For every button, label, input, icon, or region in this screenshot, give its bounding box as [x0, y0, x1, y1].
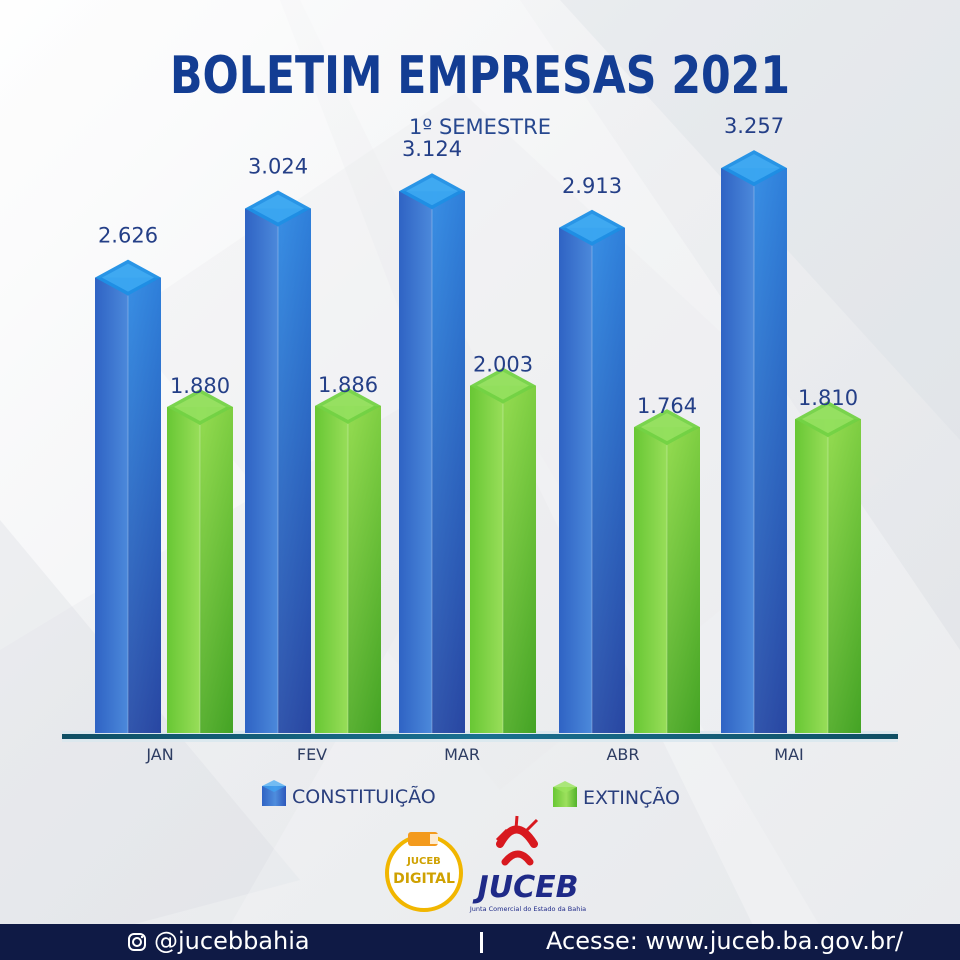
x-axis-baseline: [62, 731, 898, 742]
page-title: BOLETIM EMPRESAS 2021: [170, 46, 790, 106]
x-axis-label: MAR: [444, 745, 480, 764]
extincao-bar: [795, 401, 861, 733]
constituicao-data-label: 2.626: [98, 224, 158, 248]
extincao-data-label: 1.880: [170, 374, 230, 398]
extincao-bar: [315, 387, 381, 733]
extincao-bar: [167, 388, 233, 733]
social-handle[interactable]: @jucebbahia: [127, 927, 310, 955]
x-axis-label: JAN: [145, 745, 173, 764]
footer-divider: [480, 932, 483, 953]
constituicao-data-label: 3.024: [248, 155, 308, 179]
extincao-bar: [634, 409, 700, 733]
constituicao-bar: [245, 190, 311, 733]
x-axis-label: MAI: [774, 745, 803, 764]
social-handle-text[interactable]: @jucebbahia: [154, 927, 310, 955]
page-subtitle: 1º SEMESTRE: [409, 115, 551, 139]
legend-constituicao-label: CONSTITUIÇÃO: [292, 785, 436, 808]
constituicao-bar: [559, 209, 625, 734]
legend-extincao-label: EXTINÇÃO: [583, 786, 680, 809]
extincao-data-label: 2.003: [473, 353, 533, 377]
constituicao-bar: [95, 259, 161, 733]
x-axis-label: FEV: [297, 745, 327, 764]
extincao-data-label: 1.886: [318, 373, 378, 397]
constituicao-data-label: 3.124: [402, 137, 462, 161]
legend-extincao: EXTINÇÃO: [553, 781, 680, 809]
legend-constituicao: CONSTITUIÇÃO: [262, 780, 436, 808]
constituicao-data-label: 2.913: [562, 174, 622, 198]
footer-bar: @jucebbahia Acesse: www.juceb.ba.gov.br/: [0, 924, 960, 960]
extincao-data-label: 1.764: [637, 394, 697, 418]
constituicao-bar: [721, 150, 787, 734]
constituicao-bar: [399, 173, 465, 734]
constituicao-data-label: 3.257: [724, 114, 784, 138]
instagram-icon: [128, 933, 146, 951]
x-axis-label: ABR: [606, 745, 639, 764]
website-link[interactable]: Acesse: www.juceb.ba.gov.br/: [546, 927, 904, 955]
extincao-bar: [470, 367, 536, 733]
extincao-data-label: 1.810: [798, 386, 858, 410]
